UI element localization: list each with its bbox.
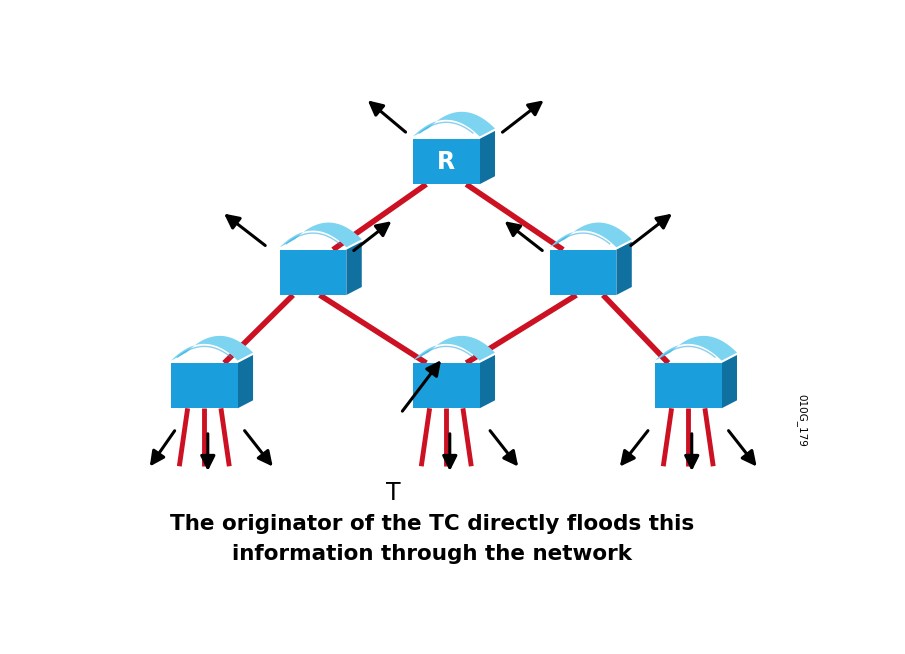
- Polygon shape: [549, 250, 616, 295]
- Polygon shape: [721, 355, 737, 408]
- Polygon shape: [655, 336, 737, 360]
- Polygon shape: [655, 363, 721, 408]
- Text: The originator of the TC directly floods this: The originator of the TC directly floods…: [170, 514, 694, 534]
- Text: T: T: [386, 481, 401, 506]
- Polygon shape: [171, 336, 253, 360]
- Polygon shape: [549, 222, 632, 247]
- Text: 010G_179: 010G_179: [796, 394, 807, 447]
- Polygon shape: [480, 131, 495, 184]
- Polygon shape: [616, 242, 632, 295]
- Polygon shape: [238, 355, 253, 408]
- Polygon shape: [171, 363, 238, 408]
- Polygon shape: [280, 222, 362, 247]
- Polygon shape: [347, 242, 362, 295]
- Polygon shape: [280, 250, 347, 295]
- Polygon shape: [413, 112, 495, 137]
- Polygon shape: [413, 336, 495, 360]
- Text: information through the network: information through the network: [233, 544, 633, 564]
- Polygon shape: [413, 363, 480, 408]
- Polygon shape: [413, 139, 480, 184]
- Polygon shape: [480, 355, 495, 408]
- Text: R: R: [437, 150, 455, 173]
